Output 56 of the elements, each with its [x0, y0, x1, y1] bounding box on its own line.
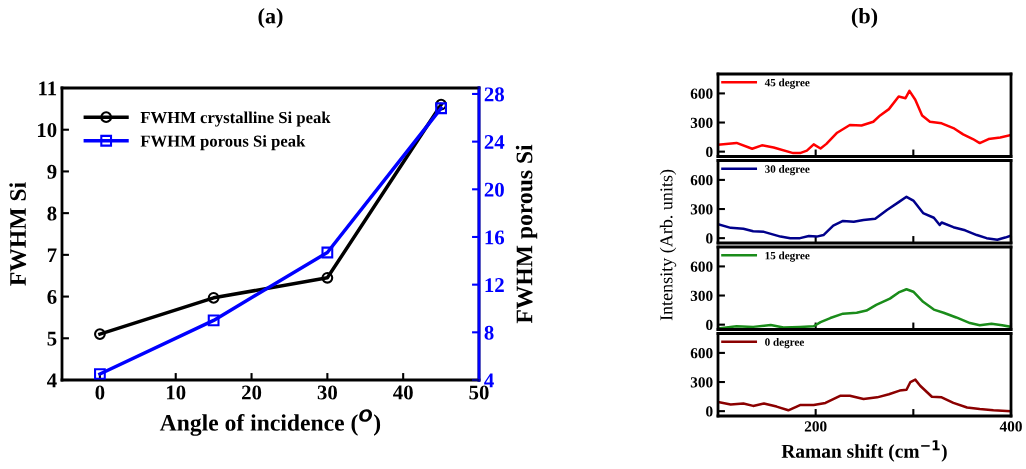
y-tick-label: 6: [47, 290, 57, 304]
x-tick-label: 400: [999, 421, 1022, 432]
y-tick-label: 11: [39, 81, 57, 96]
line-series: [718, 378, 1011, 413]
legend-label: 15 degree: [765, 251, 810, 262]
x-tick-label: 0: [95, 385, 105, 400]
y2-tick-label: 28: [484, 87, 504, 102]
y-tick-label: 300: [690, 117, 713, 128]
point: [321, 246, 334, 259]
point: [435, 98, 447, 111]
x-axis-title: Raman shift (cm$^{−1}$): [781, 440, 947, 462]
x-axis-title: Angle of incidence ($^{O}$): [159, 409, 381, 436]
y2-tick-label: 24: [484, 135, 505, 149]
y2-tick-label: 8: [484, 325, 494, 340]
chart-title: (a): [258, 7, 283, 29]
y2-tick-label: 20: [484, 182, 504, 197]
legend-label: 0 degree: [765, 338, 804, 349]
y-tick-label: 8: [47, 206, 57, 221]
x-tick-label: 10: [166, 385, 186, 400]
point: [207, 314, 220, 327]
y2-tick-label: 16: [485, 230, 505, 245]
x-tick-label: 200: [804, 421, 827, 432]
y-tick-label: 4: [47, 373, 57, 388]
legend-label: FWHM crystalline Si peak: [140, 111, 331, 127]
y-tick-label: 300: [690, 204, 713, 215]
y-tick-label: 0: [706, 406, 713, 417]
point: [94, 328, 106, 341]
y-tick-label: 9: [47, 164, 57, 179]
y-tick-label: 10: [37, 123, 57, 138]
y2-tick-label: 12: [485, 278, 504, 292]
x-tick-label: 20: [242, 385, 262, 400]
y-tick-label: 5: [47, 331, 57, 346]
y-tick-label: 7: [47, 248, 57, 263]
y-tick-label: 0: [706, 319, 713, 331]
point: [435, 102, 447, 115]
y-tick-label: 600: [690, 348, 713, 359]
y-tick-label: 600: [690, 88, 713, 99]
y2-axis-title: FWHM porous Si: [515, 144, 538, 324]
y-tick-label: 0: [706, 233, 713, 244]
y-tick-label: 600: [690, 261, 713, 272]
legend-label: 45 degree: [764, 78, 810, 89]
y-tick-label: 0: [706, 146, 713, 158]
legend-label: FWHM porous Si peak: [140, 135, 306, 151]
y-tick-label: 300: [690, 377, 713, 388]
legend-label: 30 degree: [765, 165, 810, 176]
y-axis-title: Intensity (Arb. units): [659, 169, 677, 321]
y-tick-label: 300: [690, 290, 713, 301]
point: [94, 368, 106, 380]
line-series: [718, 195, 1011, 241]
chart-title: (b): [851, 7, 878, 29]
y-tick-label: 600: [690, 175, 713, 186]
y-axis-title: FWHM Si: [9, 182, 27, 286]
point: [321, 271, 334, 284]
x-tick-label: 30: [317, 385, 337, 400]
x-tick-label: 40: [393, 385, 413, 400]
point: [207, 291, 220, 304]
